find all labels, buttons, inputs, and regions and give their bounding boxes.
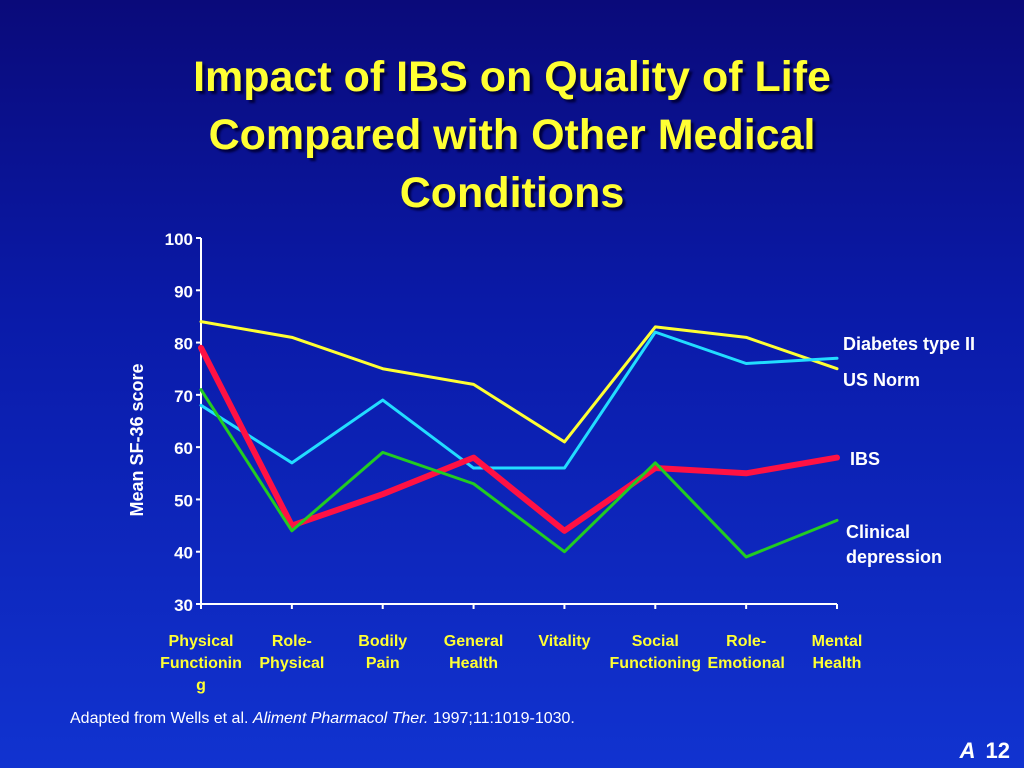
y-tick-label: 40 — [174, 544, 193, 563]
y-tick-label: 100 — [165, 230, 193, 249]
series-lines — [198, 320, 840, 559]
series-label: Diabetes type II — [843, 334, 975, 354]
y-tick-label: 70 — [174, 387, 193, 406]
x-tick-label: General Health — [444, 633, 504, 672]
slide-number-value: 12 — [985, 738, 1010, 763]
slide-title: Impact of IBS on Quality of Life Compare… — [193, 53, 831, 217]
citation-journal: Aliment Pharmacol Ther. — [252, 710, 429, 727]
citation: Adapted from Wells et al. Aliment Pharma… — [70, 710, 575, 728]
x-tick-label: Bodily Pain — [358, 633, 407, 672]
y-tick-label: 50 — [174, 491, 193, 510]
x-tick-label: Role-Physical — [259, 633, 324, 672]
x-tick-label: Social Functioning — [610, 633, 702, 672]
y-axis-label: Mean SF-36 score — [127, 363, 147, 516]
series-line — [199, 388, 839, 559]
slide-number: A 12 — [960, 738, 1010, 764]
series-label: IBS — [850, 449, 880, 469]
x-tick-label: Vitality — [538, 633, 590, 650]
citation-authors: Adapted from Wells et al. — [70, 710, 253, 727]
chart-axes — [196, 237, 838, 609]
slide-letter: A — [959, 738, 976, 763]
x-tick-label: Role-Emotional — [707, 633, 784, 672]
y-tick-label: 60 — [174, 439, 193, 458]
series-label: Clinical depression — [846, 522, 942, 567]
x-tick-label: Mental Health — [812, 633, 863, 672]
y-tick-label: 90 — [174, 282, 193, 301]
citation-details: 1997;11:1019-1030. — [428, 710, 575, 727]
series-line — [199, 330, 839, 470]
series-line — [198, 344, 840, 534]
y-tick-labels: 30 40 50 60 70 80 90 100 — [165, 230, 193, 615]
series-line — [199, 320, 839, 444]
series-labels: Diabetes type II US Norm IBS Clinical depres… — [843, 334, 975, 567]
y-tick-label: 30 — [174, 596, 193, 615]
x-tick-label: Physical Functionin g — [160, 633, 242, 694]
y-tick-label: 80 — [174, 335, 193, 354]
series-label: US Norm — [843, 370, 920, 390]
x-tick-labels: Physical Functionin g Role-Physical Bodily Pa… — [160, 633, 862, 694]
